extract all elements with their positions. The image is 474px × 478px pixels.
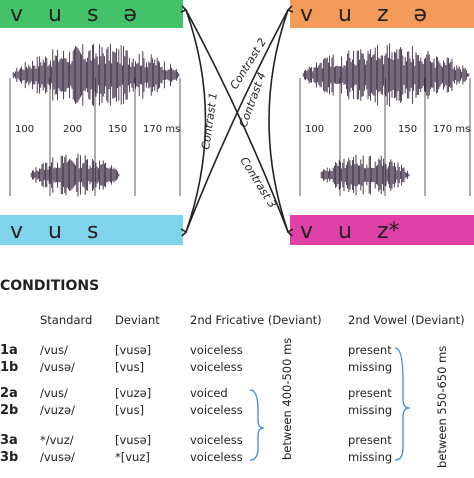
cell: [vusə] <box>115 343 151 357</box>
cell: voiceless <box>190 450 243 464</box>
segment-label: 150 <box>108 124 127 135</box>
section-title: CONDITIONS <box>0 278 99 294</box>
column-header: Standard <box>40 313 92 327</box>
cell: missing <box>348 360 392 374</box>
box-text: v u z* <box>300 219 400 244</box>
waveform <box>320 154 410 196</box>
waveforms: 100 200 150 170 ms 100 200 150 170 ms <box>9 43 471 197</box>
contrast-label: Contrast 3 <box>237 155 278 211</box>
row-id: 3b <box>0 450 18 465</box>
column-header: Deviant <box>115 313 160 327</box>
cell: present <box>348 433 392 447</box>
row-id: 1b <box>0 360 18 375</box>
arrows <box>180 5 294 237</box>
segment-label: 200 <box>63 124 82 135</box>
arrow <box>185 9 207 233</box>
range-label: between 550-650 ms <box>435 346 449 468</box>
segment-label: 100 <box>305 124 324 135</box>
cell: voiced <box>190 386 228 400</box>
row-id: 3a <box>0 433 18 448</box>
cell: [vus] <box>115 360 144 374</box>
segment-label: 170 ms <box>143 124 180 135</box>
arrow <box>268 9 289 233</box>
segment-label: 150 <box>398 124 417 135</box>
box-text: v u s ə <box>10 2 137 27</box>
column-header: 2nd Fricative (Deviant) <box>190 313 322 327</box>
bracket <box>394 347 411 461</box>
waveform <box>30 153 120 197</box>
waveform <box>302 43 470 107</box>
cell: /vus/ <box>40 386 68 400</box>
cell: *[vuz] <box>115 450 150 464</box>
cell: */vuz/ <box>40 433 74 447</box>
bracket <box>249 389 265 461</box>
cell: [vus] <box>115 403 144 417</box>
box-text: v u z ə <box>300 2 427 27</box>
cell: voiceless <box>190 433 243 447</box>
cell: [vusə] <box>115 433 151 447</box>
cell: voiceless <box>190 343 243 357</box>
box <box>290 215 474 245</box>
box-text: v u s <box>10 219 98 244</box>
arrow <box>185 9 289 233</box>
cell: /vusə/ <box>40 360 75 374</box>
cell: /vus/ <box>40 343 68 357</box>
cell: missing <box>348 450 392 464</box>
row-id: 2a <box>0 386 18 401</box>
box <box>0 215 183 245</box>
cell: present <box>348 343 392 357</box>
cell: voiceless <box>190 403 243 417</box>
cell: missing <box>348 403 392 417</box>
contrast-label: Contrast 1 <box>199 92 220 151</box>
conditions-table: Standard Deviant 2nd Fricative (Deviant) 2n… <box>0 313 465 465</box>
row-id: 1a <box>0 343 18 358</box>
cell: present <box>348 386 392 400</box>
arrow <box>185 9 289 233</box>
column-header: 2nd Vowel (Deviant) <box>348 313 465 327</box>
cell: /vusə/ <box>40 450 75 464</box>
cell: /vuzə/ <box>40 403 75 417</box>
box <box>0 0 183 28</box>
arrowheads <box>180 5 294 237</box>
segment-label: 100 <box>15 124 34 135</box>
range-label: between 400-500 ms <box>280 338 294 460</box>
brackets <box>249 347 411 461</box>
cell: voiceless <box>190 360 243 374</box>
box <box>290 0 474 28</box>
waveform <box>12 44 180 106</box>
segment-label: 200 <box>353 124 372 135</box>
segment-label: 170 ms <box>433 124 470 135</box>
cell: [vuzə] <box>115 386 151 400</box>
row-id: 2b <box>0 403 18 418</box>
